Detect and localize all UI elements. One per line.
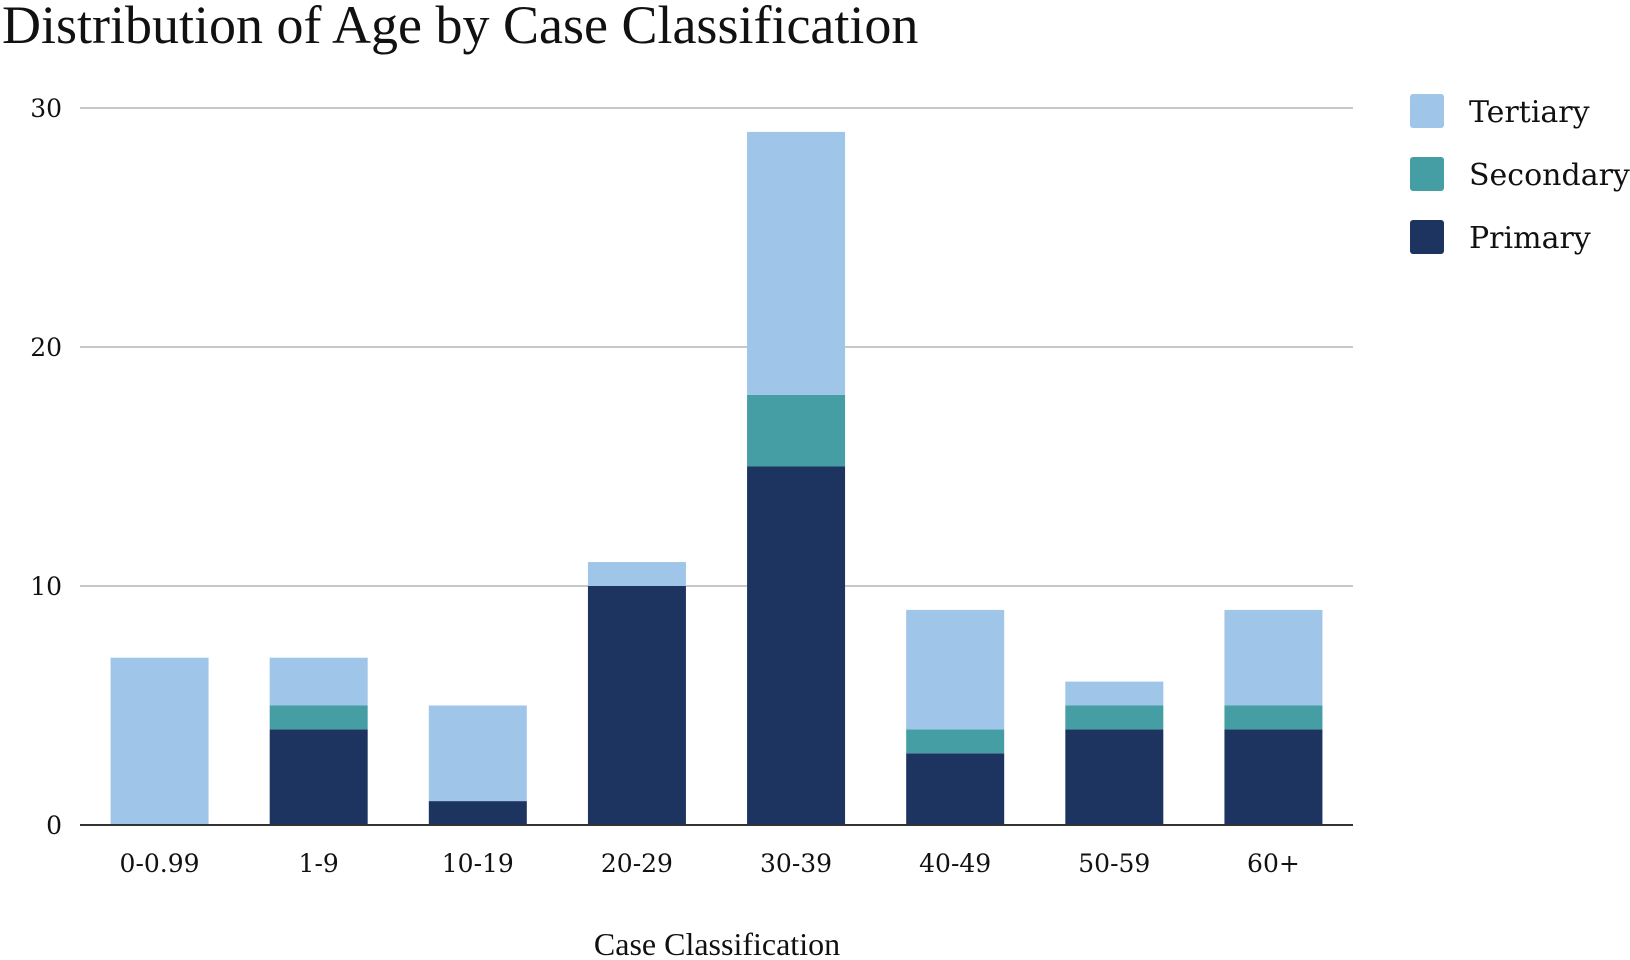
bar-segment-tertiary bbox=[110, 657, 209, 825]
bar-segment-primary bbox=[1065, 729, 1164, 825]
x-tick-label: 30-39 bbox=[760, 849, 832, 878]
bar-segment-tertiary bbox=[428, 705, 527, 802]
y-axis-ticks: 0 10 20 30 bbox=[30, 94, 62, 840]
bar-segment-secondary bbox=[1224, 705, 1323, 730]
x-axis-title: Case Classification bbox=[594, 926, 840, 960]
bar-segment-primary bbox=[1224, 729, 1323, 825]
bar-segment-primary bbox=[587, 586, 686, 825]
x-tick-label: 10-19 bbox=[442, 849, 514, 878]
bar-segment-secondary bbox=[1065, 705, 1164, 730]
x-axis-ticks: 0-0.99 1-9 10-19 20-29 30-39 40-49 50-59 60+ bbox=[120, 849, 1300, 878]
bar-segment-tertiary bbox=[269, 657, 368, 706]
x-tick-label: 0-0.99 bbox=[120, 849, 200, 878]
bar-segment-tertiary bbox=[587, 562, 686, 586]
chart-title: Distribution of Age by Case Classificati… bbox=[2, 0, 919, 55]
x-tick-label: 50-59 bbox=[1078, 849, 1150, 878]
legend-label-secondary: Secondary bbox=[1469, 158, 1630, 193]
legend-swatch-primary bbox=[1410, 220, 1444, 254]
bar-segment-tertiary bbox=[1224, 609, 1323, 706]
legend-swatch-secondary bbox=[1410, 157, 1444, 191]
bars bbox=[110, 131, 1323, 825]
legend-swatch-tertiary bbox=[1410, 94, 1444, 128]
bar-segment-tertiary bbox=[747, 131, 846, 395]
bar-segment-secondary bbox=[906, 729, 1005, 754]
y-tick-label: 10 bbox=[30, 572, 62, 601]
gridlines bbox=[80, 107, 1353, 587]
bar-segment-primary bbox=[269, 729, 368, 825]
bar-segment-primary bbox=[428, 801, 527, 825]
legend-label-primary: Primary bbox=[1469, 221, 1591, 256]
x-tick-label: 40-49 bbox=[919, 849, 991, 878]
bar-segment-tertiary bbox=[906, 609, 1005, 730]
x-tick-label: 60+ bbox=[1247, 849, 1300, 878]
bar-segment-tertiary bbox=[1065, 681, 1164, 706]
legend: Tertiary Secondary Primary bbox=[1410, 94, 1630, 256]
y-tick-label: 20 bbox=[30, 333, 62, 362]
bar-segment-secondary bbox=[747, 394, 846, 467]
y-tick-label: 0 bbox=[46, 811, 62, 840]
bar-segment-primary bbox=[747, 466, 846, 825]
bar-segment-secondary bbox=[269, 705, 368, 730]
y-tick-label: 30 bbox=[30, 94, 62, 123]
bar-segment-primary bbox=[906, 753, 1005, 825]
x-tick-label: 1-9 bbox=[299, 849, 339, 878]
legend-label-tertiary: Tertiary bbox=[1469, 95, 1590, 130]
x-tick-label: 20-29 bbox=[601, 849, 673, 878]
